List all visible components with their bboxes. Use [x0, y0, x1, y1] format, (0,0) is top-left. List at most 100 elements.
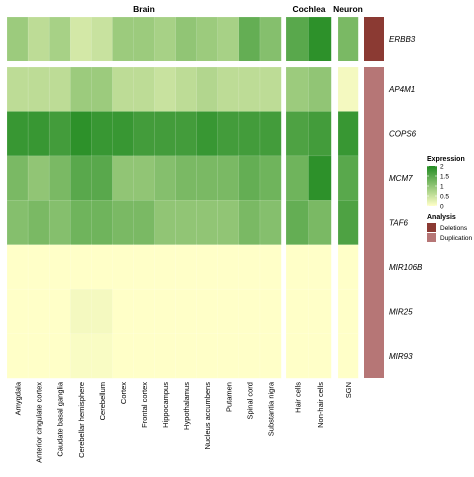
heatmap-cell: [238, 200, 261, 246]
heatmap-cell: [337, 288, 359, 335]
heatmap-cell: [308, 66, 332, 112]
heatmap-cell: [27, 66, 50, 112]
row-label-mir93: MIR93: [389, 352, 413, 361]
heatmap-cell: [259, 66, 282, 112]
heatmap-cell: [196, 244, 219, 290]
heatmap-cell: [217, 66, 240, 112]
heatmap-cell: [259, 288, 282, 335]
heatmap-cell: [112, 111, 134, 157]
heatmap-cell: [91, 111, 113, 157]
heatmap-cell: [112, 16, 134, 62]
heatmap-cell: [175, 111, 198, 157]
heatmap-cell: [175, 333, 198, 379]
heatmap-cell: [175, 155, 198, 201]
heatmap-cell: [285, 111, 309, 157]
heatmap-cell: [70, 200, 92, 246]
heatmap-cell: [70, 66, 92, 112]
colorbar-tick-label: 2: [440, 164, 444, 171]
row-label-erbb3: ERBB3: [389, 35, 416, 44]
heatmap-cell: [70, 155, 92, 201]
heatmap-cell: [308, 200, 332, 246]
heatmap-cell: [91, 16, 113, 62]
heatmap-cell: [175, 244, 198, 290]
heatmap-cell: [259, 111, 282, 157]
heatmap-cell: [27, 16, 50, 62]
heatmap-cell: [133, 16, 156, 62]
row-label-cops6: COPS6: [389, 130, 417, 139]
heatmap-cell: [154, 155, 177, 201]
column-label: Nucleus accumbens: [203, 382, 212, 450]
row-label-mir106b: MIR106B: [389, 263, 423, 272]
heatmap-cell: [175, 288, 198, 335]
colorbar-tick-label: 1.5: [440, 174, 449, 181]
heatmap-cell: [6, 200, 29, 246]
heatmap-cell: [259, 155, 282, 201]
colorbar-tick-label: 0: [440, 204, 444, 211]
heatmap-cell: [112, 333, 134, 379]
heatmap-cell: [285, 333, 309, 379]
heatmap-cell: [308, 155, 332, 201]
column-label: Frontal cortex: [140, 382, 149, 428]
analysis-legend-title: Analysis: [427, 214, 456, 221]
heatmap-cell: [91, 200, 113, 246]
heatmap-cell: [238, 16, 261, 62]
analysis-legend-label: Deletions: [440, 225, 468, 232]
heatmap-cell: [337, 16, 359, 62]
heatmap-cell: [154, 16, 177, 62]
heatmap-cell: [48, 288, 71, 335]
heatmap-cell: [70, 333, 92, 379]
row-label-ap4m1: AP4M1: [388, 85, 415, 94]
heatmap-cell: [196, 333, 219, 379]
heatmap-cell: [133, 66, 156, 112]
heatmap-cell: [196, 16, 219, 62]
heatmap-cell: [308, 244, 332, 290]
panel-title-neuron: Neuron: [333, 4, 363, 14]
heatmap-cell: [285, 200, 309, 246]
heatmap-cell: [112, 155, 134, 201]
heatmap-cell: [6, 16, 29, 62]
heatmap-cell: [48, 16, 71, 62]
heatmap-cell: [217, 288, 240, 335]
heatmap-cell: [285, 16, 309, 62]
column-label: Putamen: [224, 382, 233, 412]
column-label: Cortex: [119, 382, 128, 404]
heatmap-cell: [133, 244, 156, 290]
heatmap-cell: [154, 200, 177, 246]
heatmap-cell: [91, 244, 113, 290]
analysis-bar-duplication: [364, 67, 384, 378]
column-label: Hair cells: [293, 382, 302, 413]
row-label-mir25: MIR25: [389, 307, 413, 316]
heatmap-cell: [70, 16, 92, 62]
heatmap-cell: [133, 200, 156, 246]
heatmap-cell: [70, 244, 92, 290]
heatmap-cell: [238, 288, 261, 335]
analysis-bar-deletions: [364, 17, 384, 61]
heatmap-cell: [238, 244, 261, 290]
row-label-taf6: TAF6: [389, 219, 409, 228]
heatmap-cell: [27, 155, 50, 201]
heatmap-cell: [91, 155, 113, 201]
column-label: Spinal cord: [245, 382, 254, 420]
heatmap-cell: [217, 333, 240, 379]
column-label: Amygdala: [14, 381, 23, 415]
heatmap-cell: [217, 111, 240, 157]
heatmap-cell: [48, 155, 71, 201]
heatmap-cell: [27, 288, 50, 335]
heatmap-cell: [112, 66, 134, 112]
heatmap-cell: [6, 66, 29, 112]
heatmap-cell: [337, 200, 359, 246]
heatmap-cell: [196, 288, 219, 335]
column-label: Cerebellum: [98, 382, 107, 420]
heatmap-cell: [154, 66, 177, 112]
expression-colorbar: [427, 166, 437, 206]
heatmap-cell: [217, 16, 240, 62]
heatmap-cell: [6, 288, 29, 335]
heatmap-cell: [27, 333, 50, 379]
column-label: Hypothalamus: [182, 382, 191, 430]
heatmap-cell: [48, 66, 71, 112]
heatmap-cell: [154, 244, 177, 290]
heatmap-cell: [154, 111, 177, 157]
column-label: SGN: [344, 382, 353, 398]
heatmap-cell: [285, 155, 309, 201]
